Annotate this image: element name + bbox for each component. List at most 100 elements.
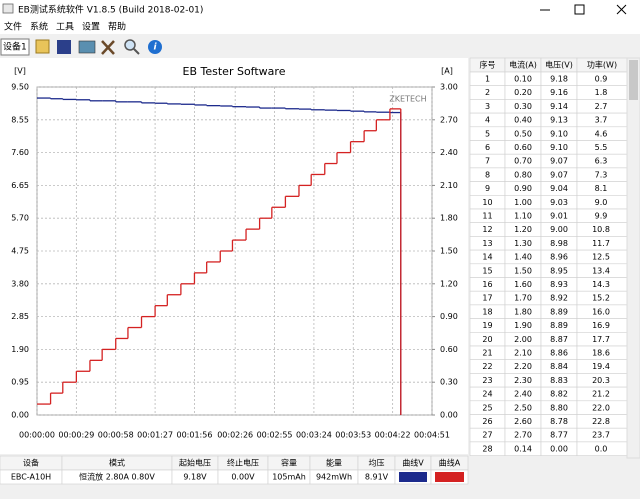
y-tick-label: 1.90 [11,345,29,354]
table-cell-text: 2.40 [514,390,532,399]
table-cell-text: 2.10 [514,349,532,358]
y2-tick-label: 0.30 [440,378,458,387]
table-cell-text: 7 [485,157,490,166]
table-cell-text: 1.10 [514,212,532,221]
info-icon-glyph: i [153,43,157,53]
table-cell-text: 1.90 [514,321,532,330]
y-tick-label: 5.70 [11,214,29,223]
app-icon [2,3,14,14]
y2-tick-label: 0.90 [440,312,458,321]
table-cell-text: 22.8 [592,417,610,426]
table-cell-text: 16.0 [592,307,610,316]
table-cell-text: 27 [482,431,492,440]
scrollbar[interactable] [626,57,640,459]
table-cell-text: 9.10 [550,143,568,152]
curve-swatch[interactable] [435,472,464,482]
menu-item[interactable]: 设置 [82,22,100,33]
maximize-button[interactable] [574,4,585,15]
scrollbar-thumb[interactable] [629,60,638,100]
chart-panel [0,58,468,454]
menu-item[interactable]: 系统 [30,21,48,33]
y2-tick-label: 1.20 [440,279,458,288]
chart-title: EB Tester Software [183,65,286,78]
table-cell-text: 5.5 [595,143,608,152]
watermark: ZKETECH [389,95,426,104]
table-cell-text: 5 [485,129,490,138]
y2-tick-label: 2.40 [440,148,458,157]
table-cell-text: 9.03 [550,198,568,207]
menu-item[interactable]: 文件 [4,21,22,33]
table-cell-text: 22.0 [592,403,610,412]
y-tick-label: 9.50 [11,83,29,92]
table-cell-text: 8.78 [550,417,568,426]
table-cell-text: 8.86 [550,349,568,358]
table-cell-text: 1.80 [514,307,532,316]
curve-swatch[interactable] [399,472,427,482]
table-cell-text: 9.07 [550,170,568,179]
table-cell-text: 21 [482,349,492,358]
summary-header: 曲线A [439,458,461,468]
info-icon[interactable] [148,40,162,54]
chart-icon[interactable] [78,40,96,54]
search-icon-handle [133,48,140,55]
summary-header: 曲线V [402,458,424,468]
x-tick-label: 00:01:27 [137,431,173,440]
table-cell-text: 13.4 [592,266,610,275]
table-cell-text: 11.7 [592,239,610,248]
table-cell-text: 23.7 [592,431,610,440]
table-cell-text: 8.98 [550,239,568,248]
table-cell-text: 20 [482,335,492,344]
summary-value: 8.91V [365,473,389,482]
table-cell-text: 2.20 [514,362,532,371]
table-cell-text: 12.5 [592,253,610,262]
tools-icon[interactable] [101,40,115,55]
table-cell-text: 2.00 [514,335,532,344]
device-select[interactable] [0,38,30,56]
table-cell-text: 6 [485,143,490,152]
summary-header: 均压 [369,458,385,468]
table-cell-text: 10 [482,198,492,207]
table-cell-text: 9.07 [550,157,568,166]
table-cell-text: 17 [482,294,492,303]
table-cell-text: 19 [482,321,492,330]
summary-header: 能量 [326,458,342,468]
table-cell-text: 12 [482,225,492,234]
x-tick-label: 00:03:24 [296,431,332,440]
table-cell-text: 0.80 [514,170,532,179]
open-icon[interactable] [35,39,50,54]
y2-tick-label: 1.50 [440,247,458,256]
menu-item[interactable]: 工具 [56,22,74,33]
table-cell-text: 9 [485,184,490,193]
table-cell-text: 14 [482,253,492,262]
x-tick-label: 00:02:26 [217,431,253,440]
y2-tick-label: 1.80 [440,214,458,223]
device-select-label: 设备1 [3,41,27,53]
table-cell-text: 8.96 [550,253,568,262]
save-icon[interactable] [57,40,71,54]
table-cell-text: 0.50 [514,129,532,138]
table-cell-text: 8.84 [550,362,568,371]
table-cell-text: 8.80 [550,403,568,412]
table-cell-text: 26 [482,417,492,426]
search-icon[interactable] [124,39,136,51]
summary-value: 恒流放 2.80A 0.80V [79,472,155,482]
summary-value: EBC-A10H [11,473,51,482]
table-cell-text: 21.2 [592,390,610,399]
close-button[interactable] [616,4,627,15]
table-cell-text: 24 [482,390,492,399]
table-cell-text: 1 [485,75,490,84]
summary-value: 0.00V [231,473,255,482]
table-cell-text: 0.40 [514,116,532,125]
table-cell-text: 25 [482,403,492,412]
table-cell-text: 0.9 [595,75,608,84]
table-cell-text: 0.90 [514,184,532,193]
table-cell-text: 2.50 [514,403,532,412]
menu-item[interactable]: 帮助 [108,21,126,33]
x-tick-label: 00:04:51 [414,431,450,440]
table-cell-text: 8.92 [550,294,568,303]
table-cell-text: 8.89 [550,307,568,316]
x-tick-label: 00:00:29 [58,431,94,440]
y2-tick-label: 0.00 [440,411,458,420]
table-cell-text: 10.8 [592,225,610,234]
y-tick-label: 0.95 [11,378,29,387]
